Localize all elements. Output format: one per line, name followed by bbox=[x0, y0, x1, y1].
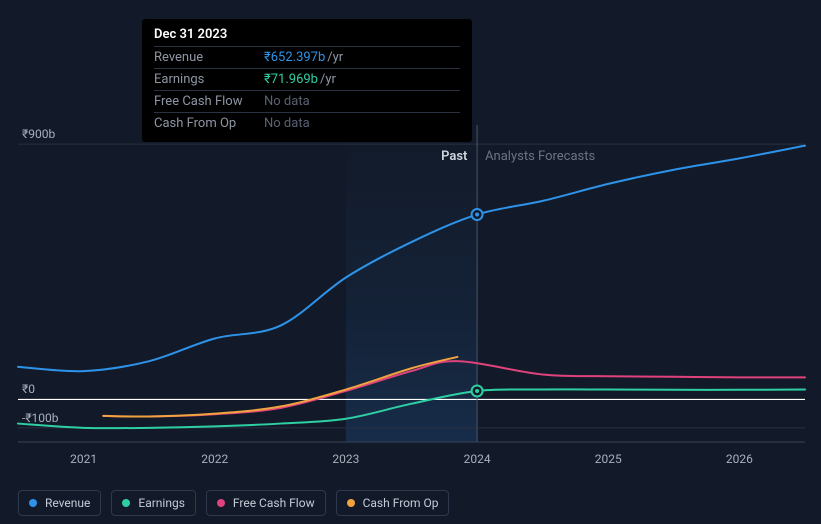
x-axis-label: 2021 bbox=[70, 452, 97, 466]
tooltip-row-nodata: No data bbox=[264, 116, 310, 131]
legend-item-revenue[interactable]: Revenue bbox=[18, 490, 101, 516]
tooltip-row: Earnings₹71.969b /yr bbox=[154, 68, 460, 90]
tooltip-row-value: ₹71.969b bbox=[264, 72, 318, 87]
tooltip-row-nodata: No data bbox=[264, 94, 310, 109]
legend-swatch bbox=[29, 499, 37, 507]
x-axis-label: 2025 bbox=[595, 452, 622, 466]
chart-legend: Revenue Earnings Free Cash Flow Cash From O… bbox=[18, 490, 449, 516]
x-axis-label: 2023 bbox=[332, 452, 359, 466]
legend-swatch bbox=[217, 499, 225, 507]
y-axis-label: ₹900b bbox=[22, 127, 55, 141]
tooltip-row-label: Earnings bbox=[154, 72, 264, 87]
tooltip-row: Free Cash FlowNo data bbox=[154, 90, 460, 112]
tooltip-row-label: Free Cash Flow bbox=[154, 94, 264, 109]
y-axis-label: -₹100b bbox=[22, 411, 59, 425]
x-axis-label: 2026 bbox=[726, 452, 753, 466]
legend-label: Revenue bbox=[45, 496, 90, 510]
tooltip-row-suffix: /yr bbox=[320, 72, 336, 87]
x-axis-label: 2024 bbox=[464, 452, 491, 466]
legend-item-free-cash-flow[interactable]: Free Cash Flow bbox=[206, 490, 326, 516]
legend-item-earnings[interactable]: Earnings bbox=[111, 490, 196, 516]
chart-tooltip: Dec 31 2023 Revenue₹652.397b /yrEarnings… bbox=[142, 19, 472, 142]
financials-chart: Dec 31 2023 Revenue₹652.397b /yrEarnings… bbox=[0, 0, 821, 524]
tooltip-row-suffix: /yr bbox=[327, 50, 343, 65]
legend-label: Cash From Op bbox=[363, 496, 439, 510]
tooltip-row-value: ₹652.397b bbox=[264, 50, 325, 65]
tooltip-row: Cash From OpNo data bbox=[154, 112, 460, 134]
legend-label: Free Cash Flow bbox=[233, 496, 315, 510]
tooltip-date: Dec 31 2023 bbox=[154, 27, 460, 46]
region-label-past: Past bbox=[441, 149, 467, 164]
tooltip-row-label: Cash From Op bbox=[154, 116, 264, 131]
y-axis-label: ₹0 bbox=[22, 382, 35, 396]
legend-item-cash-from-op[interactable]: Cash From Op bbox=[336, 490, 450, 516]
tooltip-row-label: Revenue bbox=[154, 50, 264, 65]
x-axis-label: 2022 bbox=[201, 452, 228, 466]
legend-swatch bbox=[347, 499, 355, 507]
legend-label: Earnings bbox=[138, 496, 185, 510]
legend-swatch bbox=[122, 499, 130, 507]
region-label-forecast: Analysts Forecasts bbox=[485, 149, 595, 164]
tooltip-row: Revenue₹652.397b /yr bbox=[154, 46, 460, 68]
